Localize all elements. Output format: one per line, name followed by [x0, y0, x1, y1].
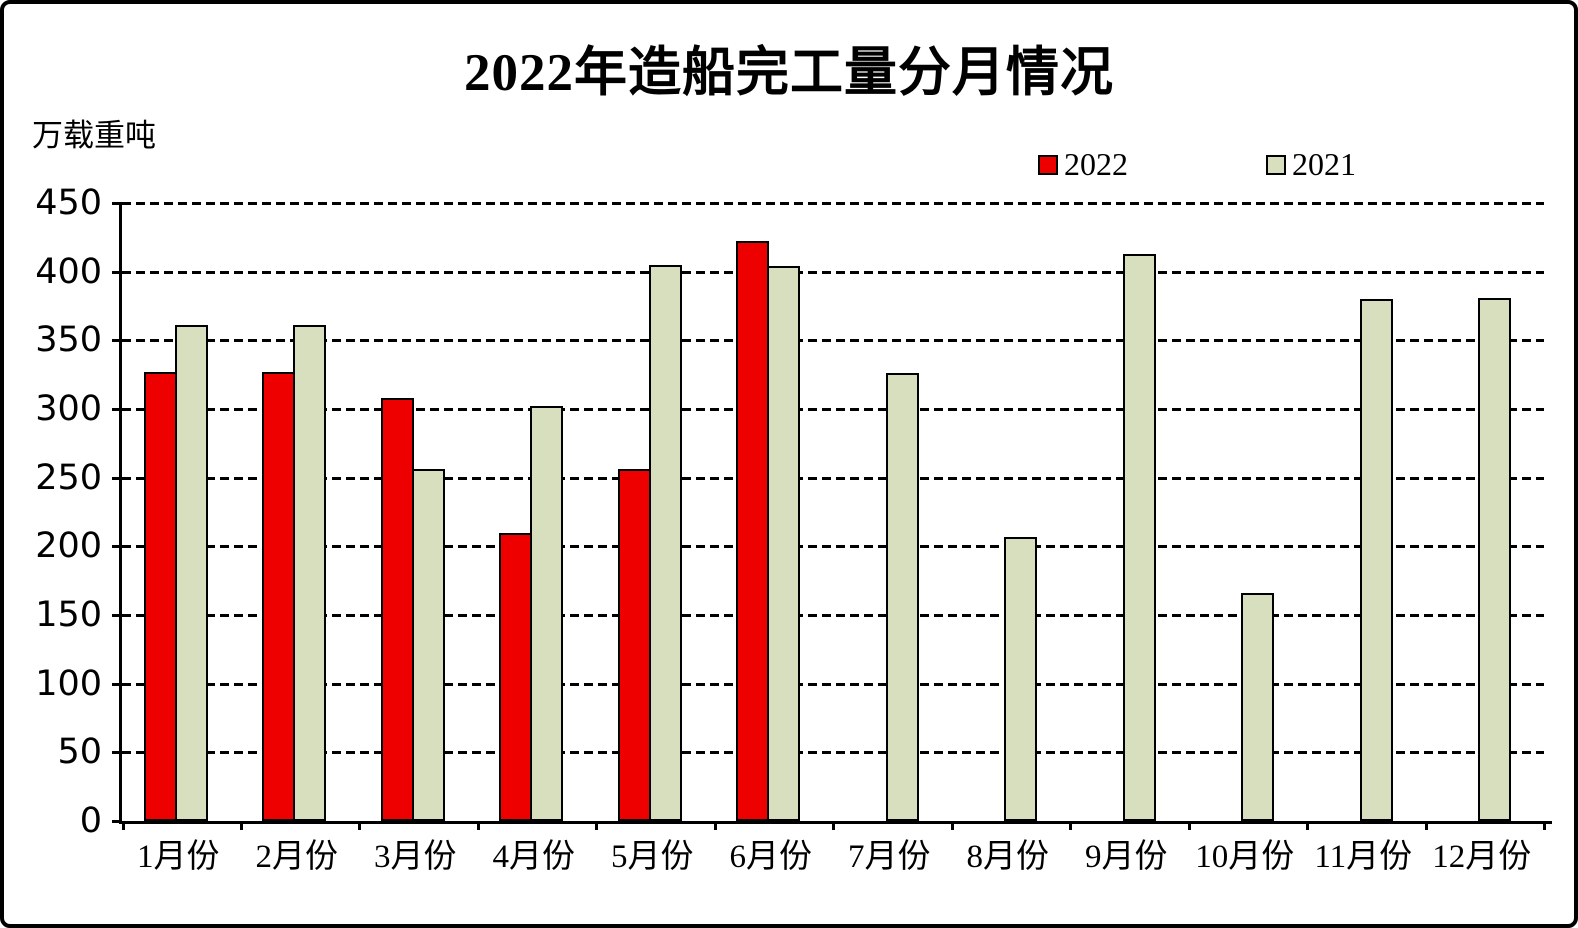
y-axis-unit-label: 万载重吨 — [32, 118, 156, 153]
bar-2022-2月份 — [262, 372, 295, 821]
y-tick-label-400: 400 — [35, 251, 102, 292]
y-tick-label-450: 450 — [35, 183, 102, 223]
gridline-300 — [122, 408, 1544, 411]
y-tick-50 — [112, 751, 122, 755]
x-tick-2 — [358, 821, 361, 830]
x-label-8月份: 8月份 — [966, 839, 1050, 875]
x-label-5月份: 5月份 — [611, 839, 694, 875]
x-label-1月份: 1月份 — [137, 839, 220, 875]
x-tick-11 — [1424, 821, 1428, 830]
y-tick-150 — [112, 614, 122, 617]
chart-title: 2022年造船完工量分月情况 — [464, 44, 1114, 102]
legend-swatch-2021 — [1266, 154, 1286, 175]
x-label-12月份: 12月份 — [1432, 839, 1532, 875]
y-tick-label-100: 100 — [35, 663, 102, 704]
x-tick-10 — [1306, 821, 1309, 830]
x-label-11月份: 11月份 — [1314, 839, 1413, 875]
x-label-10月份: 10月份 — [1195, 839, 1295, 875]
legend-item-2022: 2022 — [1038, 146, 1128, 183]
x-label-2月份: 2月份 — [255, 839, 339, 875]
x-tick-7 — [950, 821, 954, 830]
x-tick-9 — [1187, 821, 1191, 830]
bar-2022-6月份 — [736, 241, 769, 821]
x-tick-1 — [239, 821, 243, 830]
gridline-100 — [122, 682, 1544, 686]
bar-2021-7月份 — [886, 373, 919, 821]
bar-2021-6月份 — [767, 266, 800, 821]
y-tick-label-200: 200 — [35, 526, 102, 567]
legend-swatch-2022 — [1038, 154, 1058, 175]
gridline-250 — [122, 476, 1544, 480]
y-tick-label-350: 350 — [35, 320, 102, 361]
legend-label-2021: 2021 — [1292, 146, 1356, 182]
gridline-50 — [122, 751, 1544, 755]
y-tick-label-0: 0 — [79, 801, 102, 841]
bar-2022-5月份 — [618, 469, 651, 821]
legend-item-2021: 2021 — [1266, 146, 1356, 183]
bar-2021-4月份 — [530, 406, 563, 821]
x-tick-8 — [1069, 821, 1072, 830]
x-tick-12 — [1543, 821, 1546, 830]
y-tick-350 — [112, 339, 122, 343]
bar-2021-1月份 — [175, 325, 208, 821]
y-tick-400 — [112, 270, 122, 274]
bar-2021-11月份 — [1360, 299, 1393, 821]
y-tick-200 — [112, 545, 122, 549]
y-tick-300 — [112, 408, 122, 411]
gridline-350 — [122, 339, 1544, 343]
y-tick-100 — [112, 682, 122, 686]
y-tick-450 — [112, 202, 122, 205]
bar-2021-5月份 — [649, 265, 682, 821]
plot-area — [112, 202, 1552, 830]
bar-2021-8月份 — [1004, 537, 1037, 821]
y-tick-label-50: 50 — [57, 732, 102, 773]
legend-label-2022: 2022 — [1064, 146, 1128, 182]
y-tick-250 — [112, 476, 122, 480]
y-tick-label-150: 150 — [35, 595, 102, 635]
y-tick-label-300: 300 — [35, 389, 102, 429]
bar-2022-1月份 — [144, 372, 177, 821]
bar-2021-10月份 — [1241, 593, 1274, 821]
x-label-7月份: 7月份 — [848, 839, 931, 875]
x-tick-4 — [595, 821, 598, 830]
x-tick-5 — [713, 821, 717, 830]
gridline-150 — [122, 614, 1544, 617]
bar-2021-3月份 — [412, 469, 445, 821]
x-tick-3 — [476, 821, 480, 830]
y-tick-0 — [112, 820, 122, 823]
x-label-4月份: 4月份 — [492, 839, 576, 875]
x-label-9月份: 9月份 — [1085, 839, 1168, 875]
x-label-3月份: 3月份 — [374, 839, 457, 875]
bar-2021-12月份 — [1478, 298, 1511, 821]
x-tick-0 — [122, 821, 125, 830]
bar-2022-4月份 — [499, 533, 532, 821]
bar-2021-2月份 — [293, 325, 326, 821]
bar-2022-3月份 — [381, 398, 414, 821]
x-tick-6 — [832, 821, 835, 830]
gridline-200 — [122, 545, 1544, 549]
x-label-6月份: 6月份 — [729, 839, 813, 875]
bar-2021-9月份 — [1123, 254, 1156, 821]
gridline-400 — [122, 270, 1544, 274]
y-tick-label-250: 250 — [35, 457, 102, 498]
gridline-450 — [122, 202, 1544, 205]
